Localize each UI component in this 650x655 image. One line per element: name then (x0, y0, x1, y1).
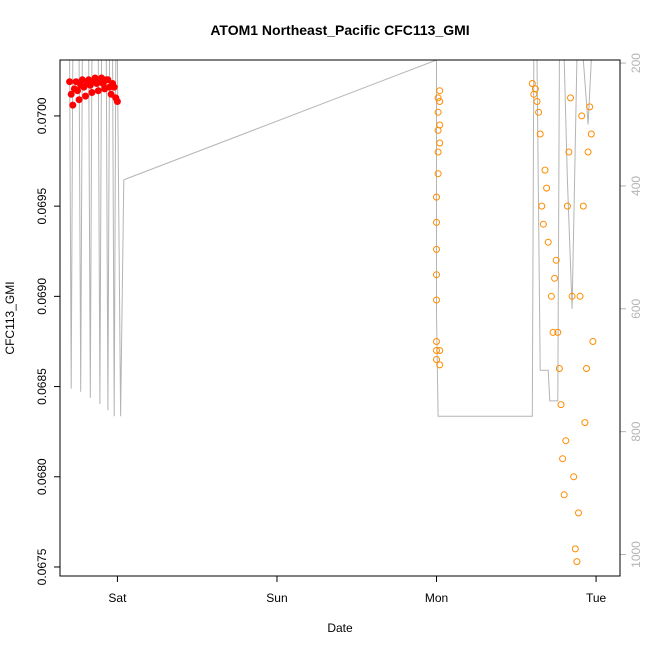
data-point (575, 509, 582, 517)
y-tick-label: 0.0675 (35, 548, 49, 585)
data-point (94, 87, 102, 95)
data-point (571, 545, 579, 553)
y2-tick-label: 600 (629, 298, 643, 318)
data-point (436, 98, 444, 105)
data-point (75, 96, 83, 104)
data-point (433, 218, 440, 226)
x-tick-label: Sat (108, 591, 127, 605)
y-tick-label: 0.0695 (35, 187, 49, 224)
data-point (433, 245, 440, 253)
data-point (555, 365, 563, 372)
y-axis-label: CFC113_GMI (3, 281, 17, 354)
data-point (434, 108, 442, 116)
x-tick-label: Sun (266, 591, 287, 605)
data-point (559, 455, 567, 463)
data-point (538, 202, 546, 210)
data-point (436, 347, 444, 354)
data-point (560, 491, 568, 499)
y2-tick-label: 200 (629, 53, 643, 73)
series-layer (66, 74, 597, 566)
pressure-trace-line (69, 60, 592, 417)
data-point (562, 437, 570, 445)
data-point (434, 94, 442, 102)
data-point (113, 98, 121, 105)
pressure-trace-layer (69, 60, 592, 417)
data-point (567, 94, 574, 102)
data-point (434, 148, 442, 156)
data-point (586, 103, 594, 111)
data-point (557, 401, 565, 409)
data-point (551, 274, 559, 282)
data-point (436, 139, 444, 147)
data-point (436, 361, 444, 369)
data-point (72, 78, 80, 86)
data-point (433, 271, 440, 279)
series-2 (433, 80, 597, 566)
data-point (589, 338, 597, 345)
data-point (563, 202, 571, 210)
x-tick-label: Mon (425, 591, 448, 605)
x-tick-label: Tue (586, 591, 607, 605)
data-point (544, 238, 552, 246)
data-point (107, 90, 115, 98)
data-point (570, 473, 578, 481)
data-point (74, 87, 81, 95)
y2-tick-label: 800 (629, 421, 643, 441)
data-point (433, 356, 440, 363)
chart-title: ATOM1 Northeast_Pacific CFC113_GMI (210, 22, 469, 38)
data-point (539, 220, 547, 228)
data-point (433, 338, 440, 345)
data-point (69, 101, 77, 109)
data-point (436, 87, 444, 95)
data-point (547, 292, 555, 300)
y2-tick-label: 400 (629, 176, 643, 196)
y-tick-label: 0.0680 (35, 458, 49, 495)
data-point (66, 78, 74, 86)
data-point (536, 130, 544, 138)
data-point (549, 328, 557, 336)
data-point (568, 292, 576, 300)
y-tick-label: 0.0690 (35, 278, 49, 315)
data-point (433, 296, 440, 304)
data-point (67, 90, 75, 98)
x-axis-label: Date (327, 621, 353, 635)
data-point (587, 130, 595, 138)
data-point (576, 292, 584, 300)
data-point (104, 76, 112, 84)
data-point (578, 112, 586, 120)
plot-frame (59, 59, 621, 577)
axes-layer: Sat Sun Mon Tue 0.0675 0.0680 0.0685 0.0690 0.06… (35, 53, 643, 605)
data-point (88, 89, 96, 96)
y-tick-label: 0.0700 (35, 97, 49, 134)
data-point (543, 184, 551, 192)
data-point (533, 98, 541, 105)
series-1 (66, 74, 121, 109)
data-point (528, 80, 536, 87)
data-point (552, 256, 560, 264)
data-point (436, 121, 444, 129)
data-point (581, 419, 589, 427)
y-tick-label: 0.0685 (35, 368, 49, 405)
data-point (433, 193, 440, 201)
data-point (573, 558, 581, 566)
data-point (110, 83, 118, 91)
data-point (82, 92, 89, 100)
data-point (584, 148, 592, 156)
data-point (535, 108, 543, 116)
y2-tick-label: 1000 (629, 541, 643, 568)
data-point (434, 170, 442, 178)
data-point (583, 365, 590, 372)
data-point (433, 347, 440, 354)
data-point (565, 148, 573, 156)
data-point (541, 166, 549, 174)
data-point (579, 202, 587, 210)
data-point (554, 328, 562, 336)
data-point (531, 85, 539, 93)
